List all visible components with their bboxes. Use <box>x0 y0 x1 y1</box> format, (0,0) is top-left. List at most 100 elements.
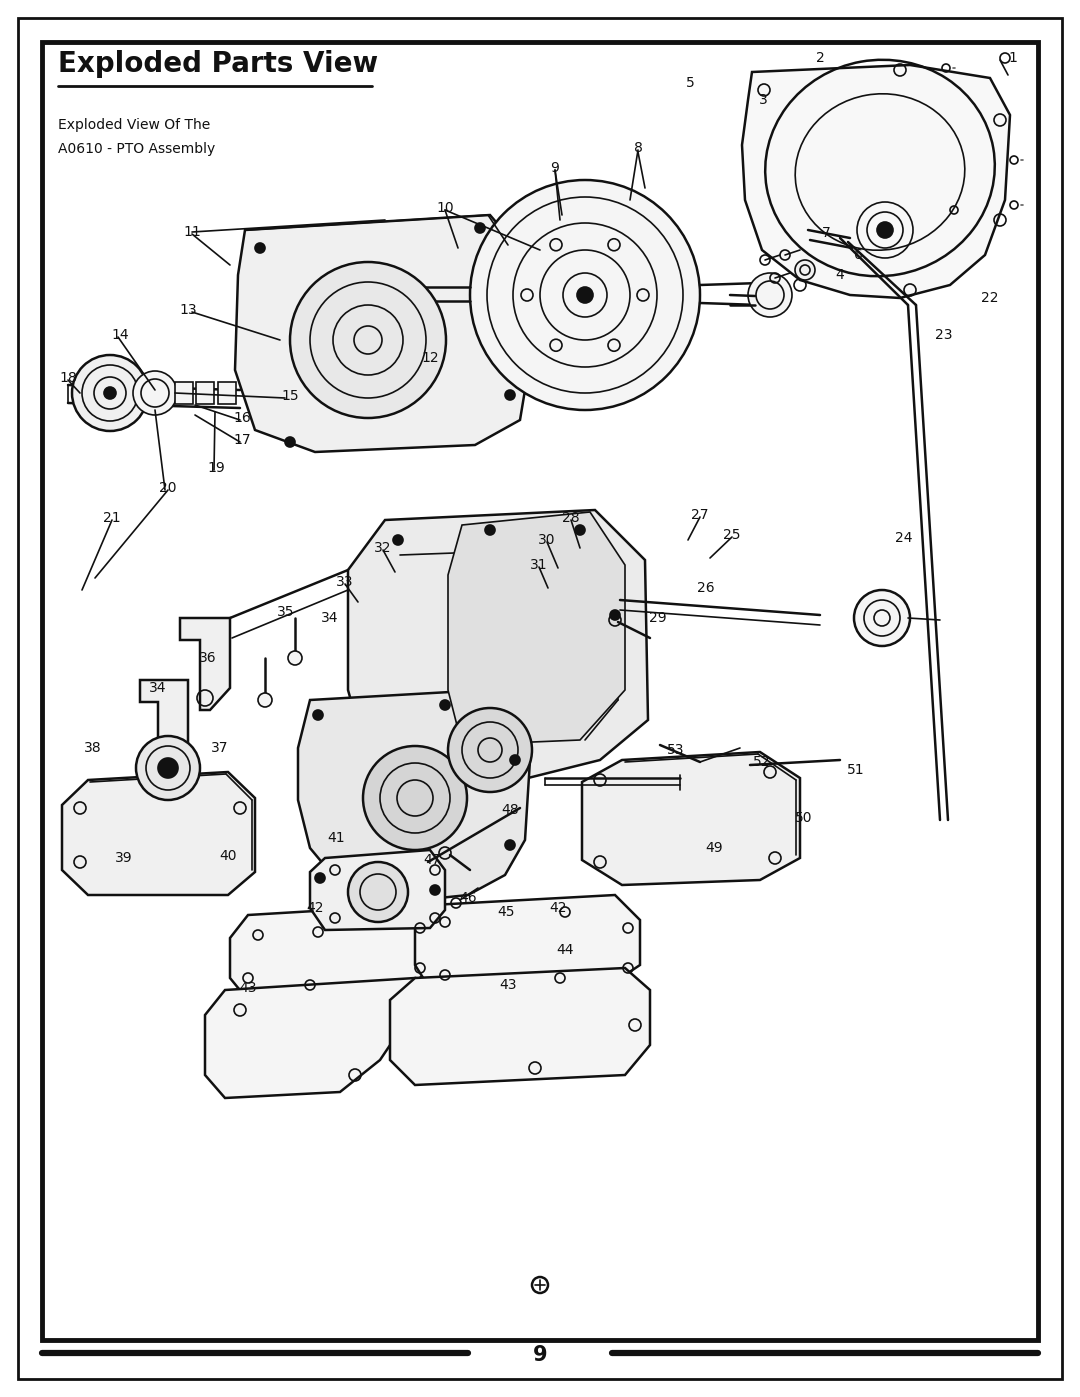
Circle shape <box>448 708 532 792</box>
Text: 40: 40 <box>219 849 237 863</box>
Text: 15: 15 <box>281 388 299 402</box>
Text: 42: 42 <box>307 901 324 915</box>
Polygon shape <box>140 680 188 773</box>
Circle shape <box>470 180 700 409</box>
Polygon shape <box>415 895 640 992</box>
Circle shape <box>104 387 116 400</box>
Text: 32: 32 <box>375 541 392 555</box>
Circle shape <box>430 886 440 895</box>
Circle shape <box>258 693 272 707</box>
Text: 43: 43 <box>499 978 516 992</box>
Circle shape <box>475 224 485 233</box>
Text: A0610 - PTO Assembly: A0610 - PTO Assembly <box>58 142 215 156</box>
Text: 42: 42 <box>550 901 567 915</box>
Polygon shape <box>298 692 530 900</box>
Text: 25: 25 <box>724 528 741 542</box>
Text: 8: 8 <box>634 141 643 155</box>
Circle shape <box>610 610 620 620</box>
Text: 44: 44 <box>556 943 573 957</box>
Circle shape <box>363 746 467 849</box>
Circle shape <box>288 651 302 665</box>
Text: 9: 9 <box>532 1345 548 1365</box>
Text: 4: 4 <box>836 268 845 282</box>
Polygon shape <box>390 968 650 1085</box>
Text: 22: 22 <box>982 291 999 305</box>
Text: 3: 3 <box>758 94 768 108</box>
Circle shape <box>575 525 585 535</box>
Circle shape <box>748 272 792 317</box>
Text: 47: 47 <box>423 854 441 868</box>
Bar <box>218 381 237 404</box>
Polygon shape <box>448 511 625 745</box>
Text: 21: 21 <box>104 511 121 525</box>
Text: 6: 6 <box>853 249 863 263</box>
Circle shape <box>854 590 910 645</box>
Circle shape <box>315 873 325 883</box>
Bar <box>195 381 214 404</box>
Text: 33: 33 <box>336 576 354 590</box>
Text: 28: 28 <box>563 511 580 525</box>
Text: 34: 34 <box>149 680 166 694</box>
Text: 38: 38 <box>84 740 102 754</box>
Polygon shape <box>62 773 255 895</box>
Circle shape <box>285 437 295 447</box>
Text: Exploded Parts View: Exploded Parts View <box>58 50 378 78</box>
Text: 50: 50 <box>795 812 813 826</box>
Text: 30: 30 <box>538 534 556 548</box>
Circle shape <box>291 263 446 418</box>
Text: 9: 9 <box>551 161 559 175</box>
Polygon shape <box>348 510 648 780</box>
Text: 45: 45 <box>497 905 515 919</box>
Text: 13: 13 <box>179 303 197 317</box>
Text: 14: 14 <box>111 328 129 342</box>
Text: 1: 1 <box>1009 52 1017 66</box>
Polygon shape <box>180 617 230 710</box>
Text: 18: 18 <box>59 372 77 386</box>
Circle shape <box>136 736 200 800</box>
Text: 24: 24 <box>895 531 913 545</box>
Text: 41: 41 <box>327 831 345 845</box>
Text: 17: 17 <box>233 433 251 447</box>
Circle shape <box>313 710 323 719</box>
Circle shape <box>440 700 450 710</box>
Text: 39: 39 <box>116 851 133 865</box>
Circle shape <box>485 525 495 535</box>
Text: 29: 29 <box>649 610 666 624</box>
Text: 12: 12 <box>421 351 438 365</box>
Circle shape <box>505 840 515 849</box>
Text: 48: 48 <box>501 803 518 817</box>
Circle shape <box>72 355 148 432</box>
Text: 37: 37 <box>212 740 229 754</box>
Circle shape <box>877 222 893 237</box>
Circle shape <box>348 862 408 922</box>
Circle shape <box>255 243 265 253</box>
Text: 51: 51 <box>847 763 865 777</box>
Text: 16: 16 <box>233 411 251 425</box>
Polygon shape <box>230 905 432 1000</box>
Circle shape <box>510 754 519 766</box>
Text: 27: 27 <box>691 509 708 522</box>
Polygon shape <box>235 215 530 453</box>
Text: 36: 36 <box>199 651 217 665</box>
Circle shape <box>393 535 403 545</box>
Circle shape <box>577 286 593 303</box>
Polygon shape <box>310 849 445 930</box>
Circle shape <box>505 390 515 400</box>
Circle shape <box>133 372 177 415</box>
Text: 31: 31 <box>530 557 548 571</box>
Circle shape <box>158 759 178 778</box>
Text: 26: 26 <box>698 581 715 595</box>
Text: 46: 46 <box>459 891 476 905</box>
Text: Exploded View Of The: Exploded View Of The <box>58 117 211 131</box>
Text: 5: 5 <box>686 75 694 89</box>
Text: 52: 52 <box>753 754 771 768</box>
Text: 23: 23 <box>935 328 953 342</box>
Text: 11: 11 <box>184 225 201 239</box>
Text: 53: 53 <box>667 743 685 757</box>
Text: 19: 19 <box>207 461 225 475</box>
Text: 35: 35 <box>278 605 295 619</box>
Circle shape <box>795 260 815 279</box>
Text: 2: 2 <box>815 52 824 66</box>
Text: 34: 34 <box>321 610 339 624</box>
Text: 20: 20 <box>159 481 177 495</box>
